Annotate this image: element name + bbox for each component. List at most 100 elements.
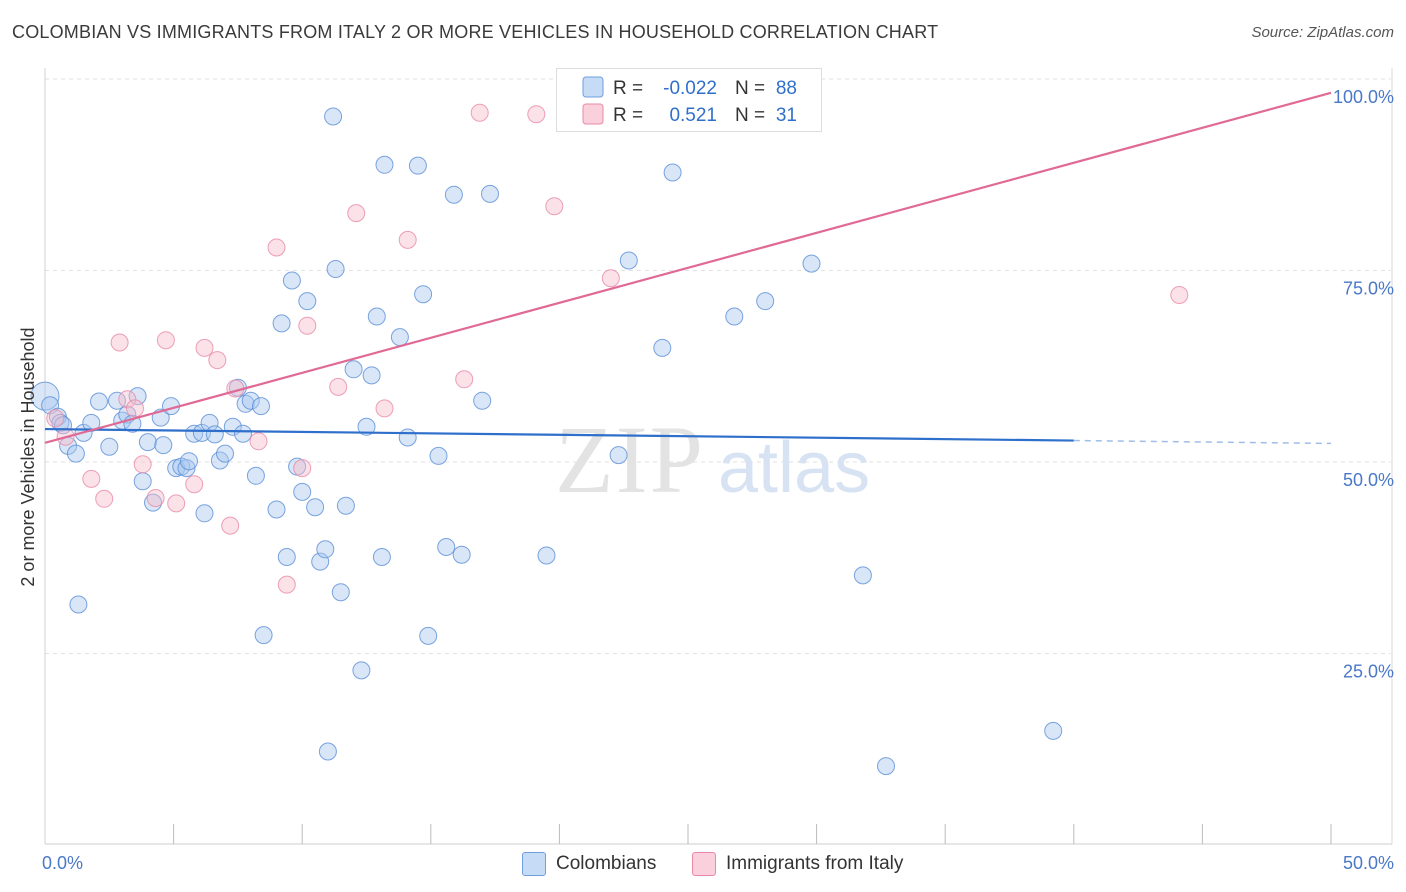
point-colombians-39 bbox=[246, 466, 265, 485]
legend-n-label-0: N = bbox=[735, 78, 765, 99]
point-colombians-7 bbox=[69, 595, 88, 614]
point-italy-5 bbox=[118, 390, 137, 409]
point-colombians-11 bbox=[100, 437, 119, 456]
point-italy-24 bbox=[398, 230, 417, 249]
legend-label-colombians: Colombians bbox=[556, 853, 657, 874]
point-italy-11 bbox=[185, 475, 204, 494]
chart-title: COLOMBIAN VS IMMIGRANTS FROM ITALY 2 OR … bbox=[12, 22, 939, 42]
point-colombians-33 bbox=[216, 444, 234, 463]
point-colombians-6 bbox=[66, 444, 85, 463]
point-italy-27 bbox=[527, 105, 546, 124]
point-italy-9 bbox=[156, 331, 175, 350]
point-colombians-68 bbox=[419, 626, 438, 645]
series-italy bbox=[46, 103, 1189, 594]
point-colombians-67 bbox=[414, 285, 433, 304]
trend-lines bbox=[44, 91, 1332, 445]
point-colombians-10 bbox=[90, 392, 108, 411]
point-colombians-52 bbox=[318, 742, 337, 761]
legend-r-label-0: R = bbox=[613, 78, 643, 99]
point-colombians-61 bbox=[367, 307, 386, 326]
legend-item-italy[interactable]: Immigrants from Italy bbox=[692, 852, 903, 876]
source-label: Source: ZipAtlas.com bbox=[1251, 24, 1394, 41]
legend-r-value-0: -0.022 bbox=[663, 78, 717, 99]
legend-n-value-1: 31 bbox=[776, 105, 797, 126]
point-colombians-31 bbox=[205, 425, 224, 444]
point-colombians-72 bbox=[452, 545, 471, 564]
legend-r-value-1: 0.521 bbox=[669, 105, 717, 126]
point-italy-8 bbox=[146, 489, 165, 507]
legend-swatch-italy-bottom bbox=[692, 852, 716, 876]
point-italy-10 bbox=[167, 494, 186, 513]
y-tick-label-75: 75.0% bbox=[1343, 279, 1394, 299]
watermark-atlas: atlas bbox=[718, 428, 870, 508]
point-italy-4 bbox=[110, 333, 129, 352]
y-tick-label-100: 100.0% bbox=[1333, 87, 1394, 107]
legend-swatch-italy bbox=[582, 103, 604, 125]
point-colombians-63 bbox=[375, 155, 394, 174]
trend-colombians-extension bbox=[1073, 439, 1332, 445]
point-italy-13 bbox=[208, 351, 227, 370]
legend-r-label-1: R = bbox=[613, 105, 643, 126]
legend-label-italy: Immigrants from Italy bbox=[726, 853, 904, 874]
bottom-legend: Colombians Immigrants from Italy bbox=[0, 852, 1406, 880]
point-colombians-62 bbox=[372, 548, 391, 566]
point-colombians-54 bbox=[326, 260, 345, 278]
point-colombians-41 bbox=[254, 626, 273, 645]
point-colombians-70 bbox=[437, 538, 456, 556]
point-colombians-18 bbox=[138, 433, 157, 452]
watermark: ZIP atlas bbox=[555, 406, 870, 513]
point-colombians-85 bbox=[1044, 721, 1063, 740]
point-colombians-79 bbox=[663, 163, 682, 182]
point-colombians-47 bbox=[293, 482, 312, 501]
point-italy-22 bbox=[347, 204, 366, 223]
point-italy-7 bbox=[133, 455, 152, 474]
point-italy-30 bbox=[1170, 286, 1189, 304]
point-italy-25 bbox=[455, 370, 474, 389]
axes bbox=[44, 68, 1393, 845]
point-italy-26 bbox=[470, 103, 489, 122]
point-colombians-17 bbox=[133, 472, 152, 491]
point-colombians-82 bbox=[802, 254, 821, 273]
point-colombians-58 bbox=[352, 661, 371, 680]
point-italy-21 bbox=[329, 377, 348, 396]
point-italy-16 bbox=[249, 432, 268, 451]
point-colombians-83 bbox=[853, 566, 872, 585]
y-tick-label-25: 25.0% bbox=[1343, 662, 1394, 682]
legend-swatch-colombians bbox=[582, 76, 604, 98]
point-colombians-42 bbox=[267, 500, 286, 519]
point-colombians-43 bbox=[272, 314, 291, 333]
point-colombians-75 bbox=[537, 546, 556, 565]
point-colombians-71 bbox=[444, 185, 463, 204]
x-tick-label-0: 0.0% bbox=[42, 853, 83, 873]
tick-labels: 25.0% 50.0% 75.0% 100.0% 0.0% 50.0% bbox=[42, 87, 1394, 873]
legend-n-value-0: 88 bbox=[776, 78, 797, 99]
point-colombians-36 bbox=[234, 424, 252, 443]
legend-n-label-1: N = bbox=[735, 105, 765, 126]
point-colombians-65 bbox=[398, 428, 417, 447]
point-colombians-40 bbox=[252, 397, 270, 416]
legend-item-colombians[interactable]: Colombians bbox=[522, 852, 656, 876]
point-colombians-84 bbox=[877, 757, 895, 776]
point-italy-19 bbox=[293, 459, 312, 478]
point-colombians-37 bbox=[236, 394, 255, 413]
point-colombians-0 bbox=[30, 381, 60, 411]
point-colombians-77 bbox=[619, 251, 638, 270]
point-colombians-81 bbox=[756, 292, 775, 311]
point-colombians-9 bbox=[82, 413, 101, 432]
point-colombians-38 bbox=[241, 391, 260, 410]
point-italy-3 bbox=[95, 489, 114, 508]
point-colombians-80 bbox=[725, 307, 744, 326]
point-italy-2 bbox=[82, 469, 101, 488]
y-axis-title: 2 or more Vehicles in Household bbox=[18, 327, 38, 586]
point-italy-29 bbox=[601, 269, 620, 288]
point-italy-20 bbox=[298, 316, 317, 335]
point-colombians-27 bbox=[185, 424, 204, 443]
point-colombians-66 bbox=[408, 156, 427, 175]
point-italy-23 bbox=[375, 399, 394, 418]
point-colombians-64 bbox=[390, 328, 409, 347]
point-italy-0 bbox=[46, 409, 65, 428]
point-colombians-57 bbox=[344, 360, 363, 379]
point-colombians-49 bbox=[306, 498, 325, 517]
point-colombians-69 bbox=[429, 446, 448, 465]
